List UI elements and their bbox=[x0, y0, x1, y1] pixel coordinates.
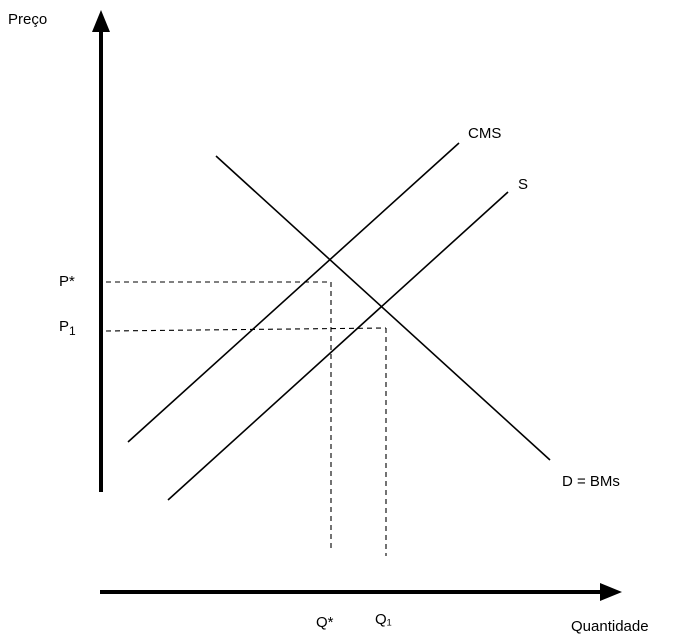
cms-curve bbox=[127, 142, 460, 443]
s-curve bbox=[167, 191, 509, 501]
q-star-label: Q* bbox=[316, 614, 334, 631]
p1-guide bbox=[105, 327, 387, 332]
s-label: S bbox=[518, 176, 528, 193]
demand-label: D = BMs bbox=[562, 473, 620, 490]
p1-base: P bbox=[59, 318, 69, 335]
q1-label: Q₁ bbox=[375, 611, 392, 628]
p-star-label: P* bbox=[59, 273, 75, 290]
x-axis-arrowhead bbox=[600, 583, 622, 601]
demand-curve bbox=[215, 155, 551, 461]
p1-subscript: 1 bbox=[69, 324, 76, 338]
x-axis-label: Quantidade bbox=[571, 618, 649, 635]
y-axis-label: Preço bbox=[8, 11, 47, 28]
cms-label: CMS bbox=[468, 125, 501, 142]
p1-label: P1 bbox=[59, 318, 76, 338]
y-axis-arrowhead bbox=[92, 10, 110, 32]
